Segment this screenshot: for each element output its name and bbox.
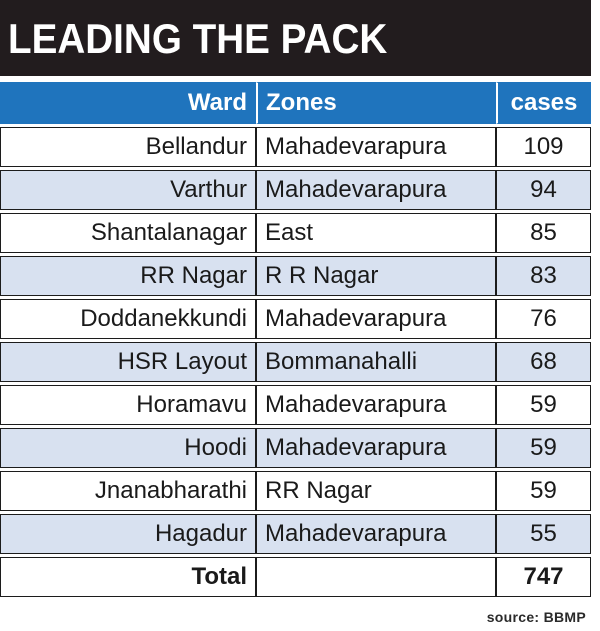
cases-cell: 109 (496, 127, 591, 167)
ward-cell: Jnanabharathi (0, 471, 256, 511)
chart-title: LEADING THE PACK (0, 0, 591, 76)
zone-cell: Mahadevarapura (256, 170, 496, 210)
ward-cell: Doddanekkundi (0, 299, 256, 339)
table-row: RR Nagar R R Nagar 83 (0, 256, 591, 296)
column-header-cases: cases (496, 82, 591, 124)
total-zone-cell (256, 557, 496, 597)
total-row: Total 747 (0, 557, 591, 597)
ward-cell: Varthur (0, 170, 256, 210)
ward-cell: Bellandur (0, 127, 256, 167)
zone-cell: Bommanahalli (256, 342, 496, 382)
zone-cell: RR Nagar (256, 471, 496, 511)
source-note: source: BBMP (486, 609, 586, 625)
zone-cell: R R Nagar (256, 256, 496, 296)
table-row: Hagadur Mahadevarapura 55 (0, 514, 591, 554)
zone-cell: Mahadevarapura (256, 385, 496, 425)
total-cases: 747 (496, 557, 591, 597)
zone-cell: Mahadevarapura (256, 428, 496, 468)
cases-cell: 68 (496, 342, 591, 382)
ward-cell: RR Nagar (0, 256, 256, 296)
column-header-ward: Ward (0, 82, 256, 124)
cases-table: Ward Zones cases Bellandur Mahadevarapura… (0, 79, 591, 600)
ward-cell: Hoodi (0, 428, 256, 468)
ward-cell: HSR Layout (0, 342, 256, 382)
zone-cell: East (256, 213, 496, 253)
table-row: Jnanabharathi RR Nagar 59 (0, 471, 591, 511)
table-body: Bellandur Mahadevarapura 109 Varthur Mahadev… (0, 127, 591, 597)
zone-cell: Mahadevarapura (256, 299, 496, 339)
zone-cell: Mahadevarapura (256, 127, 496, 167)
table-row: Horamavu Mahadevarapura 59 (0, 385, 591, 425)
cases-cell: 59 (496, 471, 591, 511)
cases-cell: 85 (496, 213, 591, 253)
table-row: Bellandur Mahadevarapura 109 (0, 127, 591, 167)
total-label: Total (0, 557, 256, 597)
cases-cell: 94 (496, 170, 591, 210)
table-row: Shantalanagar East 85 (0, 213, 591, 253)
ward-cell: Horamavu (0, 385, 256, 425)
cases-cell: 59 (496, 428, 591, 468)
table-row: Doddanekkundi Mahadevarapura 76 (0, 299, 591, 339)
table-row: HSR Layout Bommanahalli 68 (0, 342, 591, 382)
cases-cell: 55 (496, 514, 591, 554)
column-header-zones: Zones (256, 82, 496, 124)
cases-cell: 59 (496, 385, 591, 425)
zone-cell: Mahadevarapura (256, 514, 496, 554)
chart-title-text: LEADING THE PACK (8, 15, 388, 62)
ward-cell: Hagadur (0, 514, 256, 554)
cases-cell: 83 (496, 256, 591, 296)
ward-cell: Shantalanagar (0, 213, 256, 253)
cases-cell: 76 (496, 299, 591, 339)
table-row: Varthur Mahadevarapura 94 (0, 170, 591, 210)
table-header-row: Ward Zones cases (0, 82, 591, 124)
table-row: Hoodi Mahadevarapura 59 (0, 428, 591, 468)
